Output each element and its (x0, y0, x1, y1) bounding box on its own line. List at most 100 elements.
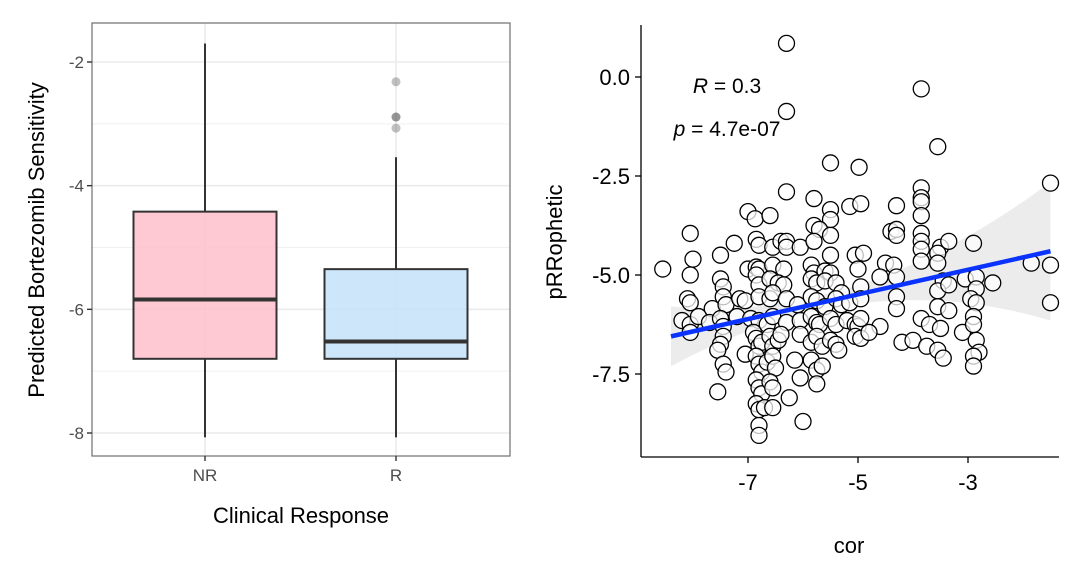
scatter-y-tick-label: -7.5 (592, 362, 630, 387)
scatter-point (871, 268, 889, 286)
scatter-x-tick-label: -5 (848, 470, 868, 495)
scatter-point (967, 294, 985, 312)
boxplot-x-tick-label: NR (193, 466, 218, 485)
outlier-point (391, 112, 401, 122)
scatter-point (684, 250, 702, 268)
scatter-point (725, 234, 743, 252)
scatter-point (1041, 294, 1060, 312)
scatter-x-axis: -7 -5 -3 (738, 457, 978, 495)
p-value-symbol: p (673, 118, 686, 141)
regression-line (670, 249, 1051, 339)
scatter-point (912, 206, 930, 225)
scatter-point (887, 226, 906, 245)
outlier-point (391, 123, 401, 133)
boxplot-y-tick-label: -6 (69, 300, 84, 319)
scatter-point (777, 183, 796, 201)
scatter-point (777, 34, 796, 52)
boxplot-x-tick-label: R (390, 466, 402, 485)
scatter-point (813, 357, 831, 375)
box-iqr (323, 268, 469, 360)
scatter-point (821, 246, 840, 264)
scatter-x-tick-label: -7 (738, 470, 758, 495)
scatter-point (850, 158, 868, 176)
p-value-annotation: p = 4.7e-07 (673, 118, 781, 141)
scatter-point (681, 266, 699, 284)
boxplot-panel: -2 -4 -6 -8 NR R Clinical Response Predicted… (24, 22, 511, 528)
scatter-point (750, 426, 768, 445)
scatter-point (931, 319, 950, 338)
scatter-y-tick-label: 0.0 (599, 65, 630, 90)
regression-line-group (670, 249, 1051, 339)
scatter-point (940, 276, 958, 294)
correlation-r-symbol: R (693, 75, 708, 98)
boxplot-marks (132, 43, 469, 438)
scatter-point (964, 357, 983, 375)
box-nr (132, 43, 278, 438)
box-r (323, 77, 469, 438)
scatter-x-axis-title: cor (834, 533, 865, 558)
scatter-point (821, 226, 840, 245)
scatter-point (681, 294, 699, 312)
scatter-point (964, 234, 983, 252)
p-value-value: = 4.7e-07 (685, 118, 780, 141)
scatter-point (929, 138, 947, 156)
scatter-point (854, 244, 873, 262)
scatter-point (794, 412, 812, 431)
scatter-point (929, 254, 947, 272)
boxplot-panel-border (91, 22, 511, 457)
scatter-point (777, 102, 796, 121)
boxplot-y-axis: -2 -4 -6 -8 (69, 53, 92, 443)
scatter-y-tick-label: -2.5 (592, 164, 630, 189)
scatter-point (887, 300, 906, 318)
scatter-point (764, 379, 782, 397)
outlier-point (391, 112, 401, 122)
outlier-point (391, 77, 401, 87)
scatter-point (1041, 256, 1060, 274)
scatter-point (852, 309, 870, 328)
scatter-point (805, 232, 823, 250)
scatter-point (791, 369, 809, 387)
scatter-point (821, 154, 840, 172)
scatter-point (772, 325, 790, 344)
scatter-point (849, 260, 867, 278)
scatter-point (934, 349, 952, 367)
correlation-r-value: = 0.3 (708, 75, 761, 98)
scatter-point (654, 260, 672, 278)
scatter-y-tick-label: -5.0 (592, 263, 630, 288)
scatter-point (912, 80, 930, 98)
scatter-point (887, 197, 906, 215)
scatter-point (984, 274, 1002, 292)
scatter-point (746, 210, 764, 228)
scatter-point (681, 224, 699, 243)
boxplot-y-tick-label: -2 (69, 53, 84, 72)
scatter-x-tick-label: -3 (958, 470, 978, 495)
scatter-point (786, 351, 804, 369)
scatter-point (940, 232, 958, 250)
scatter-point (709, 383, 727, 401)
scatter-point (761, 206, 779, 225)
boxplot-y-tick-label: -8 (69, 424, 84, 443)
scatter-point (717, 363, 735, 381)
scatter-point (830, 341, 848, 359)
scatter-point (1041, 174, 1060, 192)
scatter-y-axis-title: pRRophetic (542, 185, 567, 300)
scatter-point (808, 375, 826, 393)
scatter-point (711, 246, 730, 264)
scatter-point (764, 399, 782, 417)
boxplot-y-axis-title: Predicted Bortezomib Sensitivity (24, 82, 49, 397)
correlation-annotation: R = 0.3 (693, 75, 761, 98)
box-iqr (132, 210, 278, 360)
scatter-point (912, 252, 930, 270)
scatter-y-axis: 0.0 -2.5 -5.0 -7.5 (592, 65, 641, 387)
scatter-point (940, 301, 958, 320)
boxplot-y-tick-label: -4 (69, 177, 84, 196)
scatter-point (860, 323, 878, 342)
scatter-point (852, 195, 870, 213)
scatter-panel: 0.0 -2.5 -5.0 -7.5 -7 -5 -3 cor pRRophetic R … (542, 25, 1060, 558)
scatter-point (964, 315, 983, 334)
scatter-point (805, 189, 823, 208)
boxplot-x-axis: NR R (193, 456, 402, 485)
scatter-point (780, 389, 798, 407)
boxplot-x-axis-title: Clinical Response (213, 503, 389, 528)
